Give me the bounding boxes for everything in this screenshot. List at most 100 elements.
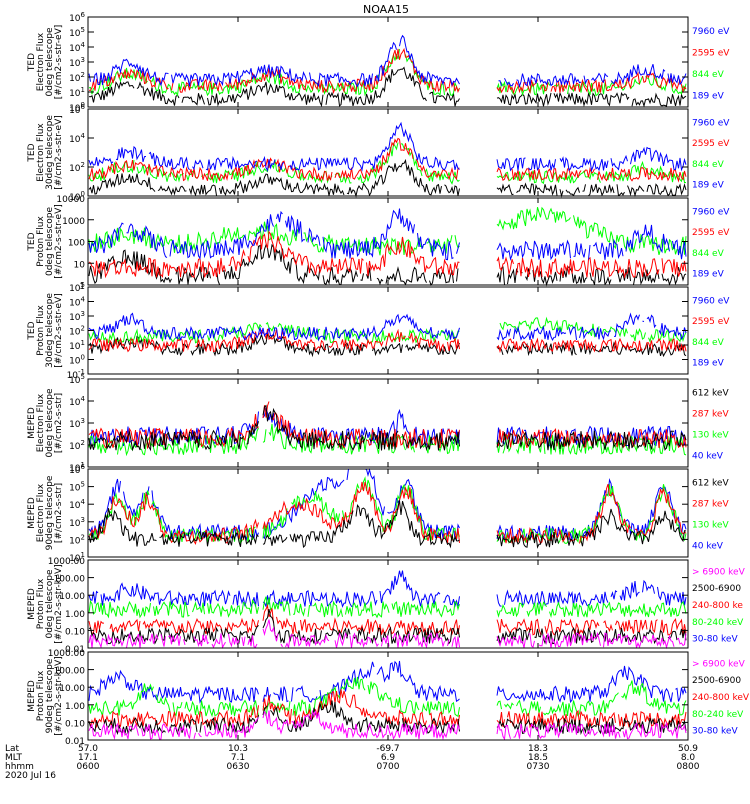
y-axis-label: TED Proton Flux 30deg telescope [#/cm2-s-st… [27,293,64,368]
y-tick-label: 0.10 [65,719,85,729]
series-trace-4 [88,596,687,619]
y-axis-label-line: MEPED [27,497,37,529]
y-axis-label: TED Proton Flux 0deg telescope [#/cm2-s-str… [27,204,64,279]
x-axis-row-label: hhmm [5,762,34,772]
y-axis-label-line: Proton Flux [36,670,46,721]
y-axis-label-line: 0deg telescope [45,27,55,97]
y-tick-label: 1.00 [65,702,85,712]
x-tick-label-lat: -69.7 [376,744,399,754]
y-tick-label: 0.10 [65,627,85,637]
x-tick-label-lat: 18.3 [528,744,548,754]
legend-entry: 2595 eV [692,228,730,238]
x-tick-label-lat: 57.0 [78,744,98,754]
y-tick-label: 1000 [62,217,85,227]
y-axis-label: MEPED Proton Flux 90deg telescope [#/cm2-s-… [27,656,64,735]
x-tick-label-mlt: 17.1 [78,753,98,763]
y-tick-label: 0.01 [65,737,85,747]
legend-entry: 80-240 keV [692,618,744,628]
legend-entry: 240-800 keV [692,693,750,703]
y-axis-label-line: Proton Flux [36,305,46,356]
legend-entry: 612 keV [692,389,729,399]
series-trace-2 [88,230,687,279]
legend-entry: 240-800 ke [692,601,743,611]
legend-entry: > 6900 keV [692,567,746,577]
y-axis-label-line: Electron Flux [36,123,46,182]
x-tick-label-mlt: 7.1 [231,753,245,763]
series-trace-1 [88,404,687,452]
y-axis-label-line: [#/cm2-s-str-eV] [54,115,64,190]
y-axis-label-line: [#/cm2-s-str-eV] [54,204,64,279]
y-tick-label: 1000.00 [48,557,85,567]
x-tick-label-mlt: 18.5 [528,753,548,763]
y-axis-label-line: 30deg telescope [45,115,55,190]
series-trace-1 [88,312,687,342]
x-axis-row-label: 2020 Jul 16 [5,771,56,781]
legend-entry: 30-80 keV [692,635,738,645]
y-axis-label-line: Proton Flux [36,216,46,267]
y-axis-label-line: [#/cm2-s-str] [54,483,64,543]
y-axis-label-line: Electron Flux [36,393,46,452]
x-axis-row-label: MLT [5,753,23,763]
series-trace-5 [88,660,687,704]
legend-entry: 844 eV [692,70,725,80]
y-axis-label-line: [#/cm2-s-str-keV] [54,564,64,643]
legend-entry: 844 eV [692,338,725,348]
legend-entry: 189 eV [692,181,725,191]
x-tick-label-hhmm: 0630 [227,762,250,772]
legend-entry: 612 keV [692,479,729,489]
legend-entry: 7960 eV [692,27,730,37]
legend-entry: 189 eV [692,270,725,280]
series-trace-2 [88,700,687,736]
y-axis-label-line: MEPED [27,407,37,439]
legend-entry: 7960 eV [692,207,730,217]
legend-entry: 40 keV [692,452,724,462]
y-axis-label: TED Electron Flux 0deg telescope [#/cm2-s-s… [27,25,64,100]
y-axis-label-line: MEPED [27,680,37,712]
legend-entry: 2500-6900 [692,584,741,594]
series-trace-1 [88,121,687,173]
y-axis-label-line: [#/cm2-s-str-eV] [54,293,64,368]
legend-entry: 844 eV [692,160,725,170]
legend-entry: 7960 eV [692,118,730,128]
x-tick-label-lat: 10.3 [228,744,248,754]
y-axis-label-line: TED [27,321,37,340]
y-axis-label-line: 30deg telescope [45,293,55,368]
y-axis-label-line: TED [27,232,37,251]
series-trace-1 [88,709,687,741]
series-trace-3 [88,689,687,729]
legend-entry: 287 keV [692,410,729,420]
x-tick-label-hhmm: 0800 [677,762,700,772]
legend-entry: 189 eV [692,91,725,101]
y-axis-label: MEPED Proton Flux 0deg telescope [#/cm2-s-s… [27,564,64,643]
series-trace-2 [88,401,687,450]
series-trace-1 [88,619,687,650]
x-tick-label-hhmm: 0600 [77,762,100,772]
legend-entry: 189 eV [692,359,725,369]
y-tick-label: 10 [74,260,86,270]
series-trace-1 [88,34,687,89]
legend-entry: 80-240 keV [692,710,744,720]
x-tick-label-hhmm: 0700 [377,762,400,772]
legend-entry: 844 eV [692,249,725,259]
y-axis-label-line: TED [27,53,37,72]
y-tick-label: 1.00 [65,610,85,620]
series-trace-2 [88,47,687,95]
y-tick-label: 10000 [56,195,85,205]
x-tick-label-hhmm: 0730 [527,762,550,772]
legend-entry: 2595 eV [692,317,730,327]
y-axis-label-line: Electron Flux [36,483,46,542]
series-trace-1 [88,500,687,549]
legend-entry: > 6900 keV [692,659,746,669]
x-tick-label-mlt: 6.9 [381,753,396,763]
legend-entry: 7960 eV [692,296,730,306]
y-axis-label-line: Proton Flux [36,578,46,629]
y-axis-label-line: [#/cm2-s-str] [54,393,64,453]
y-tick-label: 10.00 [59,684,85,694]
